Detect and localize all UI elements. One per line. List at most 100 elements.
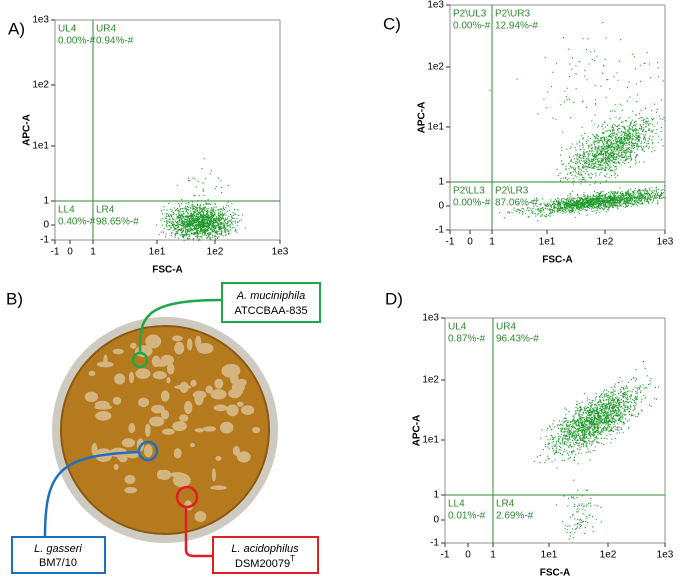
colony [184, 400, 193, 415]
colony [158, 469, 172, 481]
quadrant-value: 0.94%-# [96, 36, 134, 47]
quadrant-name: LR4 [96, 205, 115, 216]
colony [211, 468, 216, 482]
quadrant-name: P2\UR3 [495, 9, 530, 20]
x-tick-label: 1e1 [149, 247, 166, 258]
marker [131, 351, 149, 369]
x-axis-label: FSC-A [540, 568, 571, 578]
y-tick-label: 1e2 [32, 80, 49, 91]
y-axis-label: APC-A [417, 102, 428, 134]
colony [219, 421, 234, 434]
quadrant-value: 0.01%-# [448, 511, 486, 522]
x-axis-label: FSC-A [542, 255, 573, 266]
quadrant-value: 0.87%-# [448, 334, 486, 345]
y-tick-label: 1e3 [427, 0, 444, 11]
colony [252, 426, 261, 434]
y-axis-label: APC-A [22, 114, 33, 146]
colony [130, 342, 137, 349]
x-tick-label: 0 [465, 550, 471, 561]
events [533, 361, 660, 469]
x-tick-label: 1e1 [539, 237, 556, 248]
strain: BM7/10 [39, 557, 77, 569]
quadrant-name: P2\LR3 [495, 186, 529, 197]
plot-frame [449, 4, 666, 231]
colony [236, 401, 244, 407]
colony [189, 443, 195, 448]
panel-label: B) [6, 289, 23, 308]
colony [112, 348, 124, 355]
connector [138, 298, 223, 353]
colony [117, 455, 122, 460]
colony [196, 343, 214, 354]
colony [154, 360, 169, 367]
colony [112, 396, 122, 405]
colony [143, 444, 153, 458]
colonies [84, 334, 261, 522]
label-box [221, 282, 321, 323]
colony [124, 486, 137, 494]
quadrant-value: 0.00%-# [58, 36, 96, 47]
colony [151, 404, 165, 414]
x-axis-label: FSC-A [152, 265, 183, 276]
events [499, 185, 666, 222]
x-tick-label: 1e2 [600, 550, 617, 561]
colony [210, 485, 227, 490]
quadrant-value: 12.94%-# [495, 21, 538, 32]
strain: ATCCBAA-835 [234, 305, 307, 317]
x-tick-label: 1e2 [207, 247, 224, 258]
x-tick-label: 1 [489, 237, 495, 248]
y-tick-label: 1e1 [427, 122, 444, 133]
events [555, 479, 602, 540]
colony [84, 391, 99, 402]
quadrant-name: UR4 [96, 24, 116, 35]
y-tick-label: 1e2 [422, 375, 439, 386]
colony [241, 405, 255, 415]
connector [184, 507, 213, 558]
plot-frame [54, 19, 281, 241]
x-tick-label: -1 [51, 247, 60, 258]
quadrant-value: 87.06%-# [495, 198, 538, 209]
label-box [11, 536, 106, 574]
colony [152, 371, 167, 380]
x-tick-label: 0 [467, 237, 473, 248]
species: A. muciniphila [236, 290, 305, 302]
colony [203, 426, 216, 432]
colony [96, 361, 114, 368]
colony [194, 511, 207, 522]
x-tick-label: -1 [446, 237, 455, 248]
colony [171, 335, 183, 342]
quadrant-name: P2\LL3 [453, 186, 485, 197]
colony [214, 378, 224, 389]
y-tick-label: 1e1 [32, 141, 49, 152]
colony [128, 423, 136, 434]
colony [94, 404, 113, 410]
colony [135, 368, 151, 379]
quadrant-name: LL4 [58, 205, 75, 216]
y-tick-label: 1 [438, 177, 444, 188]
x-tick-label: 1 [90, 247, 96, 258]
colony [174, 384, 192, 390]
x-tick-label: 1e3 [272, 247, 289, 258]
colony [145, 334, 162, 349]
y-tick-label: -1 [40, 235, 49, 246]
quadrant-name: UL4 [58, 24, 77, 35]
quadrant-value: 0.00%-# [453, 21, 491, 32]
label-box [212, 536, 319, 574]
colony [162, 428, 175, 435]
colony [231, 381, 245, 393]
y-tick-label: 1e3 [32, 15, 49, 26]
y-tick-label: 1e3 [422, 313, 439, 324]
colony [179, 414, 189, 422]
strain: DSM20079T [235, 554, 295, 570]
quadrant-name: LR4 [496, 499, 515, 510]
y-tick-label: 0 [438, 201, 444, 212]
y-tick-label: 1e1 [422, 435, 439, 446]
x-tick-label: 1e1 [541, 550, 558, 561]
colony [114, 373, 126, 385]
colony [121, 438, 136, 448]
colony [190, 379, 197, 387]
x-tick-label: 1 [490, 550, 496, 561]
colony [166, 377, 171, 384]
strain: DSM20079 [235, 558, 290, 570]
species: L. acidophilus [231, 543, 299, 555]
